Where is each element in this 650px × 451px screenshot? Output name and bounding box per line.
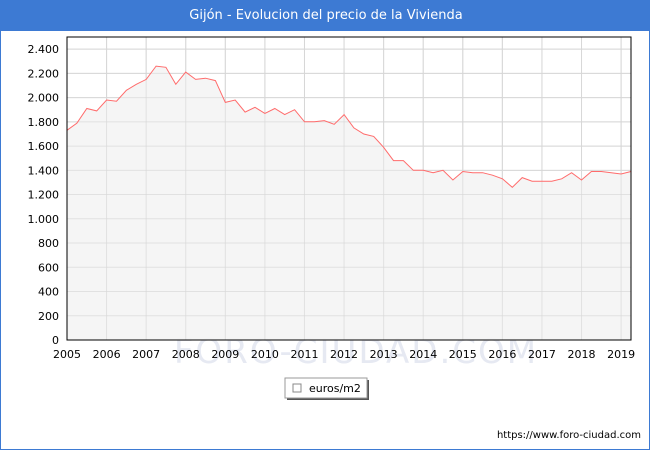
y-tick-label: 0 [52, 334, 59, 347]
y-tick-label: 1.800 [28, 116, 60, 129]
x-tick-label: 2012 [330, 348, 358, 361]
y-tick-label: 1.600 [28, 140, 60, 153]
x-tick-label: 2005 [53, 348, 81, 361]
x-tick-label: 2018 [568, 348, 596, 361]
legend-swatch [292, 383, 302, 393]
plot-border [66, 36, 632, 341]
y-tick-label: 2.000 [28, 92, 60, 105]
y-tick-label: 1.000 [28, 213, 60, 226]
x-tick-label: 2006 [93, 348, 121, 361]
x-tick-label: 2013 [370, 348, 398, 361]
series-line [66, 65, 632, 188]
source-url[interactable]: https://www.foro-ciudad.com [496, 430, 641, 441]
x-tick-label: 2010 [251, 348, 279, 361]
series-area [67, 66, 631, 340]
y-tick-label: 800 [38, 237, 59, 250]
x-tick-label: 2009 [211, 348, 239, 361]
y-tick-label: 600 [38, 261, 59, 274]
x-tick-label: 2011 [290, 348, 318, 361]
y-tick-label: 2.400 [28, 43, 60, 56]
y-tick-label: 1.200 [28, 189, 60, 202]
x-tick-label: 2014 [409, 348, 437, 361]
x-tick-label: 2015 [449, 348, 477, 361]
x-tick-label: 2017 [528, 348, 556, 361]
legend-label: euros/m2 [309, 382, 361, 395]
y-tick-label: 2.200 [28, 67, 60, 80]
x-tick-label: 2008 [172, 348, 200, 361]
x-tick-label: 2007 [132, 348, 160, 361]
y-tick-label: 400 [38, 286, 59, 299]
chart-title: Gijón - Evolucion del precio de la Vivie… [1, 1, 650, 31]
y-tick-label: 200 [38, 310, 59, 323]
legend-box [284, 377, 368, 399]
y-tick-label: 1.400 [28, 164, 60, 177]
x-tick-label: 2019 [607, 348, 635, 361]
x-tick-label: 2016 [488, 348, 516, 361]
